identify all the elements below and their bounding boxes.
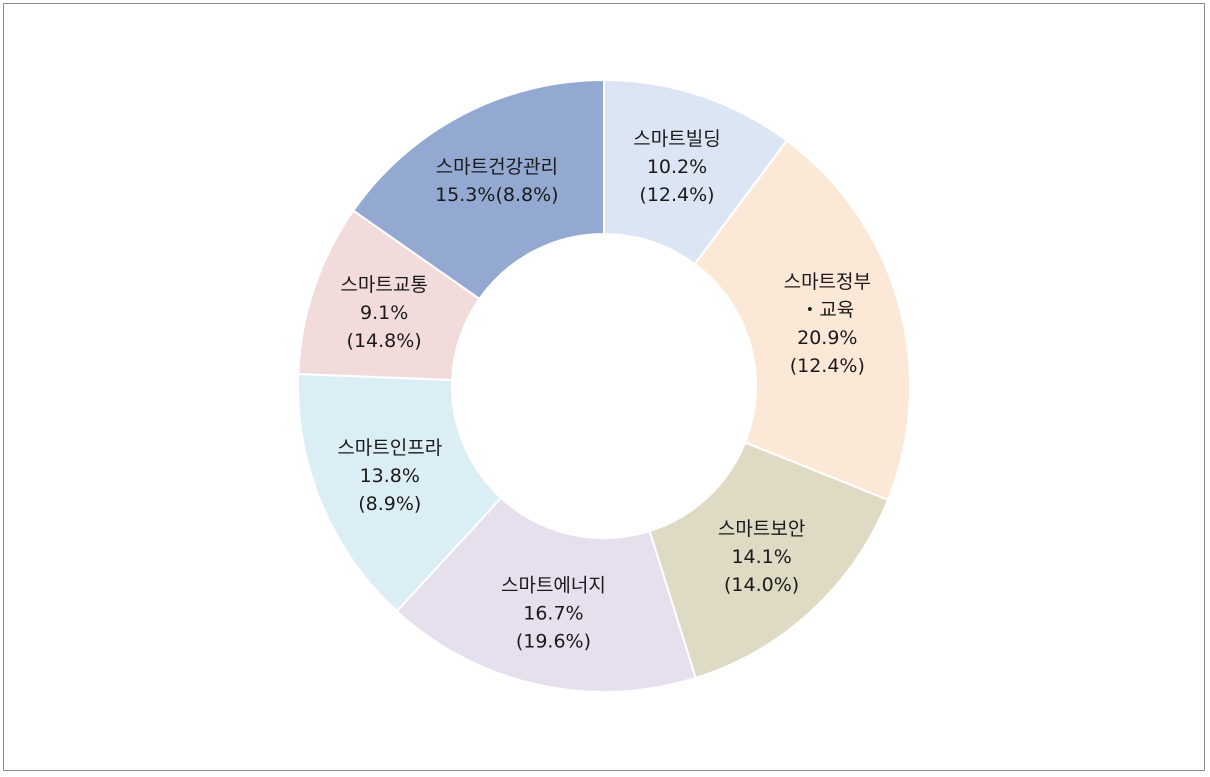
slice-label-line: 15.3%(8.8%) (435, 184, 558, 206)
slice-label-line: 14.1% (731, 546, 791, 568)
slice-label-line: 10.2% (647, 156, 707, 178)
slice-label-2: 스마트정부 ・교육 20.9% (12.4%) (784, 271, 871, 377)
slice-label-line: (19.6%) (516, 630, 591, 652)
donut-slice-5 (297, 372, 503, 613)
slice-label-line: (12.4%) (639, 184, 714, 206)
slice-label-line: 9.1% (360, 302, 408, 324)
slice-label-3: 스마트보안 14.1% (14.0%) (718, 518, 805, 596)
slice-label-1: 스마트빌딩 10.2% (12.4%) (633, 128, 720, 206)
slice-label-5: 스마트인프라 13.8% (8.9%) (337, 437, 442, 515)
slice-label-line: 스마트에너지 (501, 574, 606, 596)
slice-label-line: (14.8%) (347, 330, 422, 352)
slice-label-line: 스마트건강관리 (436, 156, 558, 178)
slice-label-line: 13.8% (360, 465, 420, 487)
donut-slice-3 (648, 441, 890, 680)
slice-label-line: ・교육 (800, 299, 854, 321)
slice-label-line: (12.4%) (790, 355, 865, 377)
chart-frame: 스마트빌딩 10.2% (12.4%) 스마트정부 ・교육 20.9% (12.4%) 스마트… (3, 3, 1205, 771)
slice-label-line: 스마트보안 (718, 518, 805, 540)
slice-label-line: (14.0%) (724, 574, 799, 596)
slice-label-4: 스마트에너지 16.7% (19.6%) (501, 574, 606, 652)
slice-label-line: 20.9% (797, 327, 857, 349)
donut-chart: 스마트빌딩 10.2% (12.4%)스마트정부 ・교육 20.9% (12.4%)스마트… (297, 78, 911, 693)
donut-slice-2 (693, 139, 911, 502)
slice-label-line: 스마트교통 (340, 274, 427, 296)
slice-label-6: 스마트교통 9.1% (14.8%) (340, 274, 427, 352)
slice-label-7: 스마트건강관리 15.3%(8.8%) (435, 156, 558, 206)
slice-label-line: 스마트인프라 (337, 437, 442, 459)
slice-label-line: 스마트정부 (784, 271, 871, 293)
slice-label-line: 스마트빌딩 (633, 128, 720, 150)
donut-slice-7 (351, 78, 605, 301)
slice-label-line: 16.7% (523, 602, 583, 624)
slice-label-line: (8.9%) (358, 493, 421, 515)
donut-slice-4 (395, 496, 697, 693)
